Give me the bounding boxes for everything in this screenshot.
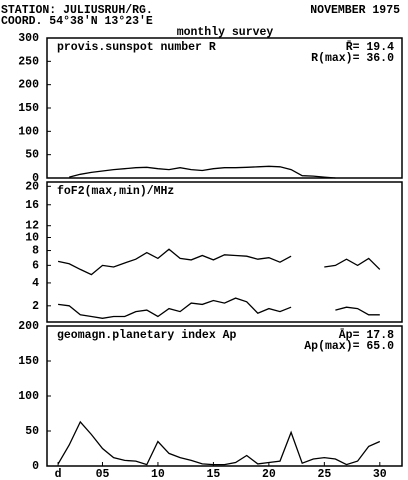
y-tick-label: 0 xyxy=(32,172,39,185)
annotation: R(max)= 36.0 xyxy=(311,52,394,65)
date: NOVEMBER 1975 xyxy=(310,4,400,17)
coord: COORD. 54°38'N 13°23'E xyxy=(1,15,153,28)
panel-title: foF2(max,min)/MHz xyxy=(57,185,174,198)
y-tick-label: 16 xyxy=(25,199,39,212)
y-tick-label: 6 xyxy=(32,259,39,272)
x-tick-label: 25 xyxy=(317,468,331,480)
y-tick-label: 0 xyxy=(32,460,39,473)
x-tick-label: 20 xyxy=(262,468,276,480)
x-tick-label: 30 xyxy=(373,468,387,480)
annotation: Ap(max)= 65.0 xyxy=(304,340,394,353)
subtitle: monthly survey xyxy=(177,26,274,39)
data-line xyxy=(69,165,336,179)
y-tick-label: 100 xyxy=(18,390,39,403)
y-tick-label: 150 xyxy=(18,102,39,115)
y-tick-label: 200 xyxy=(18,79,39,92)
y-tick-label: 10 xyxy=(25,232,39,245)
y-tick-label: 200 xyxy=(18,320,39,333)
y-tick-label: 50 xyxy=(25,149,39,162)
data-line xyxy=(57,420,381,466)
x-tick-label: 05 xyxy=(96,468,110,480)
y-tick-label: 100 xyxy=(18,125,39,138)
y-tick-label: 50 xyxy=(25,425,39,438)
y-tick-label: 250 xyxy=(18,55,39,68)
panel-frame xyxy=(46,181,403,323)
y-tick-label: 2 xyxy=(32,300,39,313)
annotation: Āp= 17.8 xyxy=(339,329,394,342)
x-tick-label: 15 xyxy=(207,468,221,480)
station: STATION: JULIUSRUH/RG. xyxy=(1,4,153,17)
y-tick-label: 20 xyxy=(25,180,39,193)
annotation: R̄= 19.4 xyxy=(346,41,394,54)
panel-title: provis.sunspot number R xyxy=(57,41,216,54)
data-line xyxy=(58,297,380,319)
y-tick-label: 8 xyxy=(32,245,39,258)
y-tick-label: 300 xyxy=(18,32,39,45)
panel-title: geomagn.planetary index Ap xyxy=(57,329,237,342)
x-tick-label: d xyxy=(55,468,62,480)
data-line xyxy=(57,248,381,276)
y-tick-label: 12 xyxy=(25,220,39,233)
y-tick-label: 4 xyxy=(32,277,39,290)
x-tick-label: 10 xyxy=(151,468,165,480)
y-tick-label: 150 xyxy=(18,355,39,368)
